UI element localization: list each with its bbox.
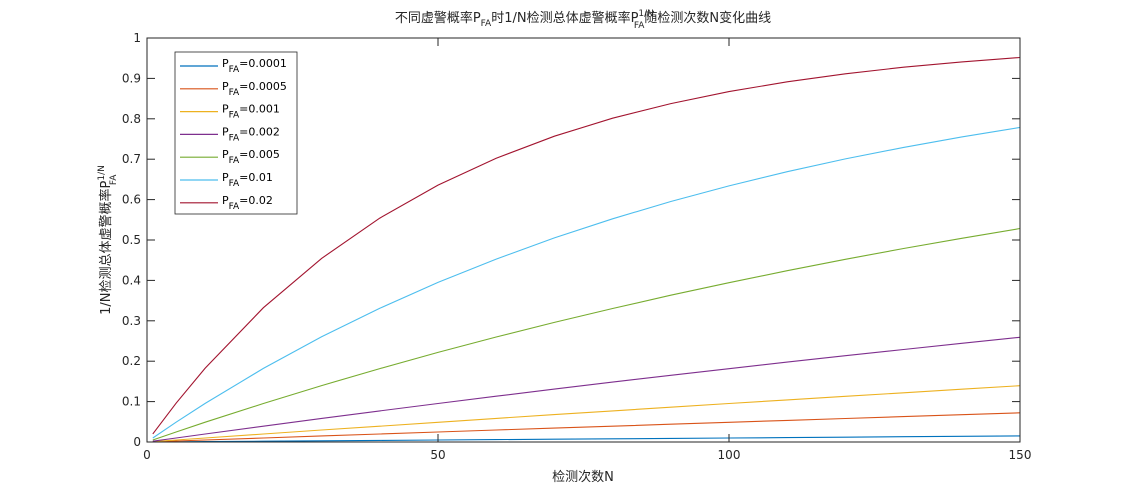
legend-entry-6: PFA=0.02 [180, 194, 273, 212]
series-line-6 [152, 56, 1021, 435]
y-tick-label: 0.5 [122, 233, 141, 247]
legend-label: PFA=0.0005 [222, 80, 287, 98]
series-line-4 [152, 227, 1021, 441]
y-tick-label: 0 [133, 435, 141, 449]
y-tick-label: 0.6 [122, 193, 141, 207]
ticks-layer: 0 50 100 150 0 0.1 0.2 0.3 0.4 0.5 0.6 0.7 0.8 0.9 1 [122, 31, 1032, 462]
title-sub2: FA [634, 21, 645, 31]
title-part2: 时1/N检测总体虚警概率P [491, 10, 638, 26]
series-line-3 [152, 336, 1021, 442]
legend-label: PFA=0.005 [222, 148, 280, 166]
y-tick-label: 0.1 [122, 395, 141, 409]
y-tick-label: 0.9 [122, 71, 141, 85]
series-layer [152, 56, 1021, 443]
y-tick-label: 0.2 [122, 354, 141, 368]
x-tick-label: 150 [1009, 448, 1032, 462]
legend-entry-2: PFA=0.001 [180, 103, 280, 121]
legend-label: PFA=0.001 [222, 103, 280, 121]
y-label-main: 1/N检测总体虚警概率P [98, 180, 114, 314]
title-part1: 不同虚警概率P [395, 10, 481, 26]
legend-entry-5: PFA=0.01 [180, 171, 273, 189]
y-tick-label: 0.8 [122, 112, 141, 126]
x-tick-label: 50 [430, 448, 445, 462]
y-tick-label: 0.7 [122, 152, 141, 166]
y-label-sup: 1/N [97, 165, 107, 181]
y-tick-label: 0.4 [122, 273, 141, 287]
y-tick-label: 0.3 [122, 314, 141, 328]
y-axis-label: 1/N检测总体虚警概率P1/N FA [97, 165, 119, 315]
title-sub1: FA [481, 19, 492, 29]
series-line-1 [152, 412, 1021, 443]
legend-label: PFA=0.01 [222, 171, 273, 189]
legend-entry-0: PFA=0.0001 [180, 57, 287, 75]
legend-label: PFA=0.002 [222, 125, 280, 143]
x-tick-label: 100 [718, 448, 741, 462]
legend-entry-4: PFA=0.005 [180, 148, 280, 166]
legend-label: PFA=0.0001 [222, 57, 287, 75]
chart-title: 不同虚警概率PFA时1/N检测总体虚警概率P1/N FA随检测次数N变化曲线 [395, 9, 771, 31]
legend-box [174, 51, 298, 215]
series-line-5 [152, 126, 1021, 439]
y-label-sub: FA [109, 174, 119, 185]
legend-items: PFA=0.0001 PFA=0.0005 PFA=0.001 PFA=0.002 PF… [180, 57, 287, 212]
x-tick-label: 0 [143, 448, 151, 462]
legend-entry-1: PFA=0.0005 [180, 80, 287, 98]
y-tick-label: 1 [133, 31, 141, 45]
series-line-2 [152, 385, 1021, 443]
title-sup: 1/N [638, 9, 654, 19]
legend: PFA=0.0001 PFA=0.0005 PFA=0.001 PFA=0.002 PF… [174, 51, 298, 215]
x-axis-label: 检测次数N [552, 469, 614, 485]
legend-label: PFA=0.02 [222, 194, 273, 212]
title-part3: 随检测次数N变化曲线 [644, 10, 771, 26]
series-line-0 [152, 435, 1021, 443]
legend-entry-3: PFA=0.002 [180, 125, 280, 143]
